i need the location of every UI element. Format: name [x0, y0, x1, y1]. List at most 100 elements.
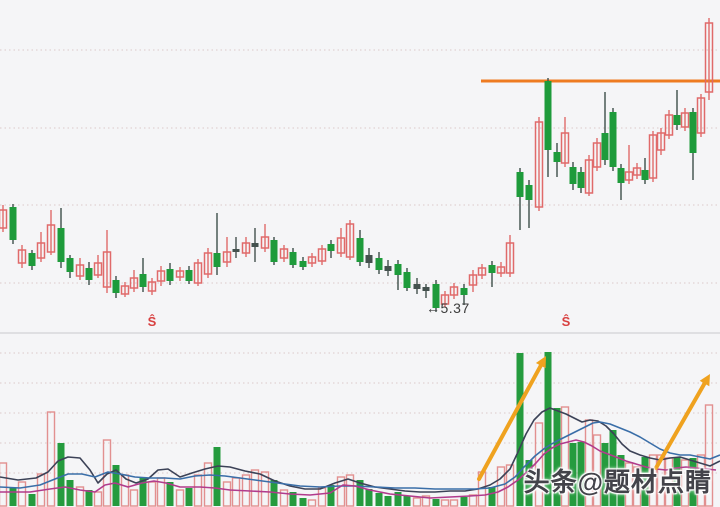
- volume-bar: [222, 481, 232, 507]
- volume-bar: [680, 459, 690, 507]
- volume-bar: [617, 455, 625, 506]
- down-candle-body: [139, 274, 147, 287]
- doji-body: [413, 284, 421, 289]
- down-candle-body: [213, 253, 221, 267]
- volume-bar: [75, 486, 85, 507]
- volume-bar: [384, 496, 392, 506]
- volume-bar: [577, 442, 585, 506]
- down-candle-body: [57, 228, 65, 262]
- up-candle-body: [584, 159, 594, 194]
- down-candle-body: [432, 284, 440, 308]
- down-candle-body: [569, 167, 577, 184]
- ma-magenta: [0, 439, 717, 499]
- volume-bar: [432, 499, 440, 506]
- volume-bar: [46, 411, 56, 507]
- up-candle-body: [260, 236, 270, 249]
- volume-bar: [213, 447, 221, 506]
- volume-bar: [185, 488, 193, 506]
- volume-bar: [175, 489, 185, 507]
- down-candle-body: [289, 252, 297, 265]
- doji-body: [232, 249, 240, 252]
- volume-bar: [624, 462, 634, 507]
- volume-bar: [544, 352, 552, 506]
- volume-bar: [569, 443, 577, 506]
- volume-bar: [632, 466, 642, 507]
- trend-arrow-shaft: [654, 381, 707, 470]
- volume-bar: [704, 404, 714, 507]
- down-candle-body: [525, 185, 533, 200]
- up-candle-body: [279, 248, 289, 259]
- up-candle-body: [193, 262, 203, 284]
- doji-body: [384, 266, 392, 271]
- volume-bar: [85, 490, 93, 506]
- down-candle-body: [299, 261, 307, 267]
- volume-bar: [656, 454, 666, 507]
- down-candle-body: [544, 81, 552, 150]
- volume-bar: [641, 457, 649, 506]
- up-candle-body: [664, 114, 674, 136]
- down-candle-body: [28, 253, 36, 266]
- doji-body: [251, 243, 259, 247]
- volume-bar: [250, 469, 260, 507]
- volume-bar: [129, 489, 139, 507]
- up-candle-body: [36, 242, 46, 259]
- down-candle-body: [601, 133, 609, 160]
- up-candle-body: [120, 285, 130, 295]
- volume-bar: [673, 457, 681, 506]
- volume-bar: [260, 471, 270, 507]
- down-candle-body: [403, 272, 411, 288]
- down-candle-body: [9, 207, 17, 240]
- volume-bar: [609, 430, 617, 506]
- volume-bar: [375, 493, 383, 506]
- up-candle-body: [468, 274, 478, 286]
- up-candle-body: [0, 209, 8, 229]
- up-candle-body: [560, 132, 570, 164]
- down-candle-body: [488, 265, 496, 273]
- volume-bar: [66, 480, 74, 506]
- up-candle-body: [592, 142, 602, 168]
- doji-body: [422, 287, 430, 291]
- volume-bar: [553, 408, 561, 506]
- up-candle-body: [477, 267, 487, 276]
- up-candle-body: [129, 277, 139, 289]
- up-candle-body: [93, 262, 103, 276]
- volume-bar: [440, 499, 450, 507]
- down-candle-body: [460, 288, 468, 295]
- volume-bar: [460, 497, 468, 506]
- up-candle-body: [203, 252, 213, 275]
- volume-bar: [166, 482, 174, 506]
- up-candle-body: [632, 167, 642, 176]
- volume-bar: [449, 499, 459, 507]
- volume-bar: [9, 488, 17, 506]
- up-candle-body: [624, 171, 634, 181]
- volume-bar: [696, 454, 706, 507]
- volume-bar: [57, 443, 65, 506]
- down-candle-body: [516, 172, 524, 197]
- down-candle-body: [66, 258, 74, 272]
- volume-bar: [560, 406, 570, 507]
- volume-bar: [93, 491, 103, 507]
- volume-bar: [299, 498, 307, 506]
- down-candle-body: [112, 280, 120, 293]
- down-candle-body: [185, 270, 193, 281]
- up-candle-body: [147, 281, 157, 292]
- up-candle-body: [656, 132, 666, 151]
- up-candle-body: [46, 224, 56, 253]
- down-candle-body: [609, 112, 617, 167]
- down-candle-body: [166, 269, 174, 281]
- up-candle-body: [345, 223, 355, 258]
- volume-bar: [689, 458, 697, 506]
- up-candle-body: [307, 256, 317, 264]
- volume-bar: [279, 489, 289, 507]
- up-candle-body: [496, 266, 506, 274]
- up-candle-body: [336, 237, 346, 254]
- volume-bar: [193, 474, 203, 507]
- down-candle-body: [356, 238, 364, 262]
- volume-bar: [516, 353, 524, 506]
- down-candle-body: [617, 168, 625, 183]
- down-candle-body: [327, 244, 335, 251]
- volume-bar: [365, 489, 373, 506]
- volume-bar: [664, 457, 674, 507]
